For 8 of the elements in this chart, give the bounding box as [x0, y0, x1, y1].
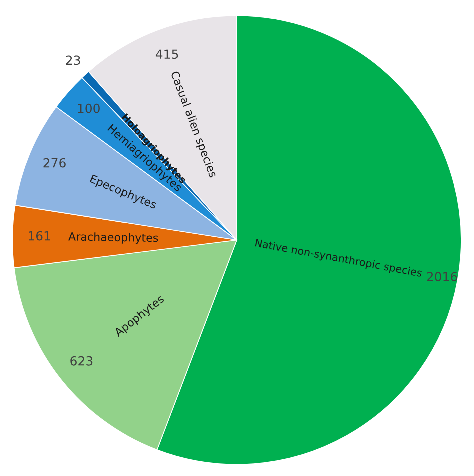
data-label: 161	[28, 231, 50, 241]
data-label: 623	[70, 356, 93, 366]
slice-label: Arachaeophytes	[68, 232, 158, 244]
data-label: 276	[44, 158, 66, 168]
data-label: 100	[78, 104, 100, 114]
data-label: 23	[66, 56, 80, 66]
data-label: 415	[156, 50, 178, 60]
data-label: 2016	[427, 272, 458, 282]
